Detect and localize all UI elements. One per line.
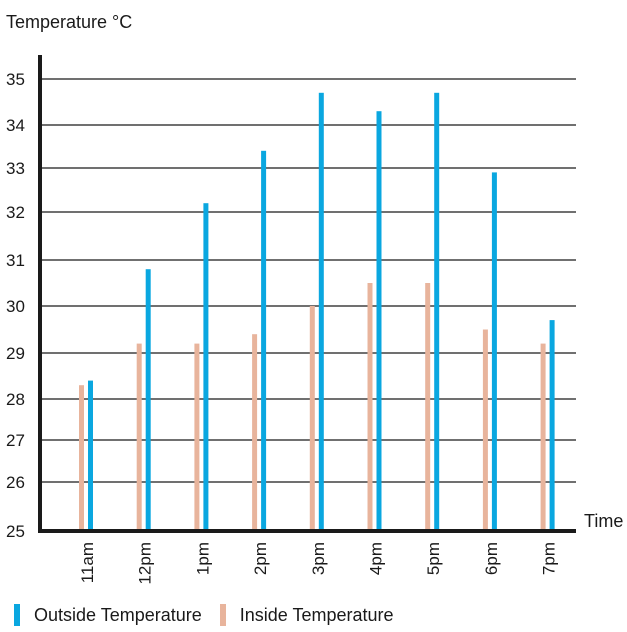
x-tick-label-4pm: 4pm [367, 542, 386, 575]
y-tick-label-27: 27 [6, 431, 25, 450]
bar-outside-5pm [434, 92, 440, 532]
y-tick-label-35: 35 [6, 70, 25, 89]
legend: Outside Temperature Inside Temperature [14, 598, 412, 632]
bar-outside-6pm [491, 172, 497, 531]
legend-swatch-outside [14, 604, 20, 626]
bars [79, 92, 555, 532]
y-tick-labels: 25 26 27 28 29 30 31 32 33 34 35 [6, 70, 25, 541]
x-tick-label-6pm: 6pm [482, 542, 501, 575]
y-tick-label-31: 31 [6, 251, 25, 270]
bar-inside-6pm [482, 329, 488, 531]
x-tick-label-12pm: 12pm [136, 542, 155, 585]
legend-item-inside: Inside Temperature [219, 604, 394, 626]
x-tick-label-11am: 11am [78, 542, 97, 583]
legend-label-outside: Outside Temperature [34, 604, 202, 625]
gridlines [40, 78, 576, 483]
bar-outside-7pm [549, 320, 555, 531]
x-tick-label-2pm: 2pm [251, 542, 270, 575]
y-tick-label-25: 25 [6, 522, 25, 541]
legend-label-inside: Inside Temperature [239, 604, 394, 625]
y-tick-label-34: 34 [6, 116, 25, 135]
temperature-chart: Temperature °C Time 25 26 27 28 29 30 31 32 33 34… [6, 12, 623, 585]
bar-inside-3pm [309, 306, 315, 531]
bar-inside-11am [79, 385, 84, 531]
x-tick-label-3pm: 3pm [309, 542, 328, 575]
bar-inside-1pm [194, 343, 200, 531]
bar-inside-12pm [136, 343, 142, 531]
y-tick-label-26: 26 [6, 473, 25, 492]
y-tick-label-29: 29 [6, 344, 25, 363]
y-axis-title: Temperature °C [6, 12, 132, 32]
y-tick-label-30: 30 [6, 297, 25, 316]
bar-inside-2pm [252, 334, 258, 531]
bar-outside-2pm [261, 150, 267, 532]
x-tick-labels: 11am 12pm 1pm 2pm 3pm 4pm 5pm 6pm 7pm [78, 542, 559, 585]
bar-outside-3pm [318, 92, 324, 532]
bar-inside-7pm [540, 343, 546, 531]
bar-outside-1pm [203, 203, 209, 531]
y-tick-label-33: 33 [6, 159, 25, 178]
bar-inside-5pm [425, 283, 431, 531]
bar-outside-12pm [145, 269, 151, 531]
bar-inside-4pm [367, 283, 373, 531]
bar-outside-11am [88, 380, 93, 531]
x-axis-title: Time [584, 511, 623, 531]
bar-outside-4pm [376, 111, 382, 531]
x-tick-label-5pm: 5pm [424, 542, 443, 575]
x-tick-label-7pm: 7pm [540, 542, 559, 575]
legend-item-outside: Outside Temperature [14, 604, 202, 626]
y-tick-label-28: 28 [6, 390, 25, 409]
x-tick-label-1pm: 1pm [193, 542, 212, 575]
legend-swatch-inside [219, 604, 226, 626]
y-tick-label-32: 32 [6, 203, 25, 222]
